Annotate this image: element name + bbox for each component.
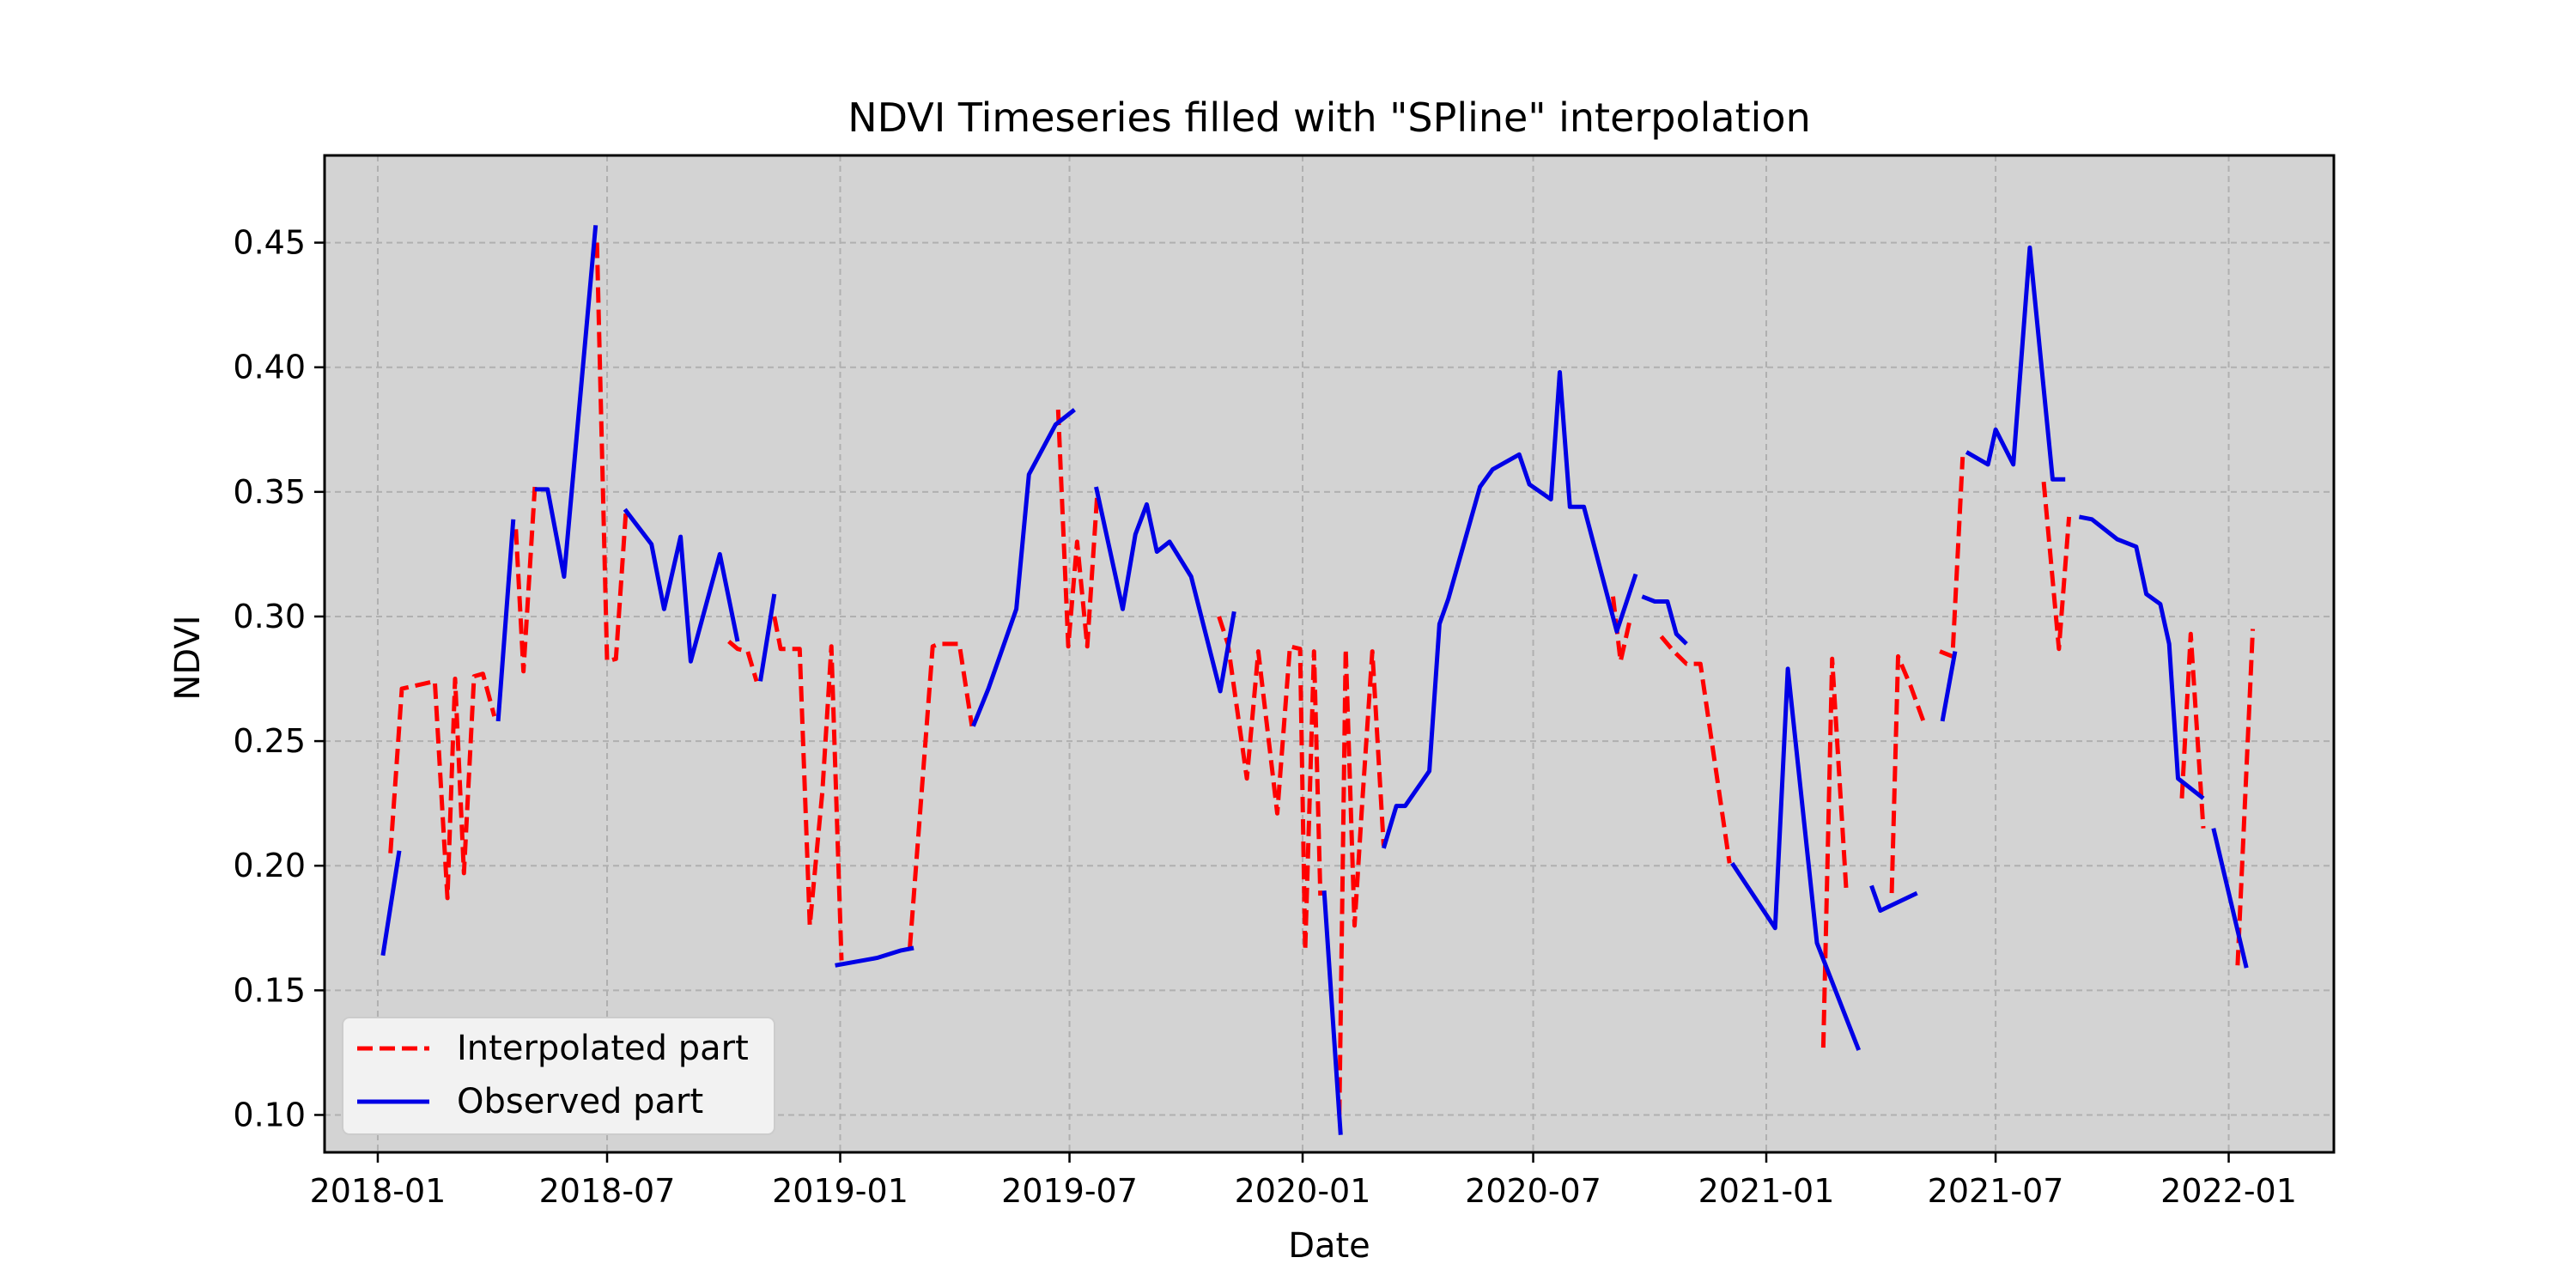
x-tick-label: 2021-07 xyxy=(1928,1172,2064,1210)
legend-label-interpolated: Interpolated part xyxy=(457,1029,749,1068)
y-tick-label: 0.40 xyxy=(233,349,306,386)
y-axis-ticks: 0.10 0.15 0.20 0.25 0.30 0.35 0.40 0.45 xyxy=(233,224,325,1133)
y-axis-title: NDVI xyxy=(168,615,208,700)
series-lines xyxy=(380,225,2256,1135)
x-tick-label: 2020-07 xyxy=(1465,1172,1601,1210)
y-tick-label: 0.20 xyxy=(233,847,306,884)
x-tick-label: 2019-07 xyxy=(1001,1172,1138,1210)
legend: Interpolated part Observed part xyxy=(342,1017,775,1135)
y-tick-label: 0.30 xyxy=(233,598,306,635)
x-axis-ticks: 2018-01 2018-07 2019-01 2019-07 2020-01 2020-… xyxy=(310,1152,2297,1210)
x-axis-title: Date xyxy=(1288,1226,1370,1266)
legend-label-observed: Observed part xyxy=(457,1082,703,1121)
x-tick-label: 2021-01 xyxy=(1698,1172,1835,1210)
y-tick-label: 0.15 xyxy=(233,971,306,1009)
plot-frame xyxy=(323,154,2336,1154)
plot-area-background xyxy=(325,155,2334,1152)
x-tick-label: 2020-01 xyxy=(1235,1172,1371,1210)
chart-title: NDVI Timeseries filled with "SPline" int… xyxy=(848,94,1810,141)
grid-lines xyxy=(325,155,2334,1152)
x-tick-label: 2019-01 xyxy=(772,1172,908,1210)
y-tick-label: 0.10 xyxy=(233,1096,306,1133)
y-tick-label: 0.45 xyxy=(233,224,306,262)
x-tick-label: 2018-07 xyxy=(539,1172,676,1210)
y-tick-label: 0.25 xyxy=(233,722,306,760)
legend-box xyxy=(342,1017,775,1135)
x-tick-label: 2022-01 xyxy=(2160,1172,2297,1210)
x-tick-label: 2018-01 xyxy=(310,1172,447,1210)
series-observed-line xyxy=(380,225,2249,1135)
y-tick-label: 0.35 xyxy=(233,473,306,511)
